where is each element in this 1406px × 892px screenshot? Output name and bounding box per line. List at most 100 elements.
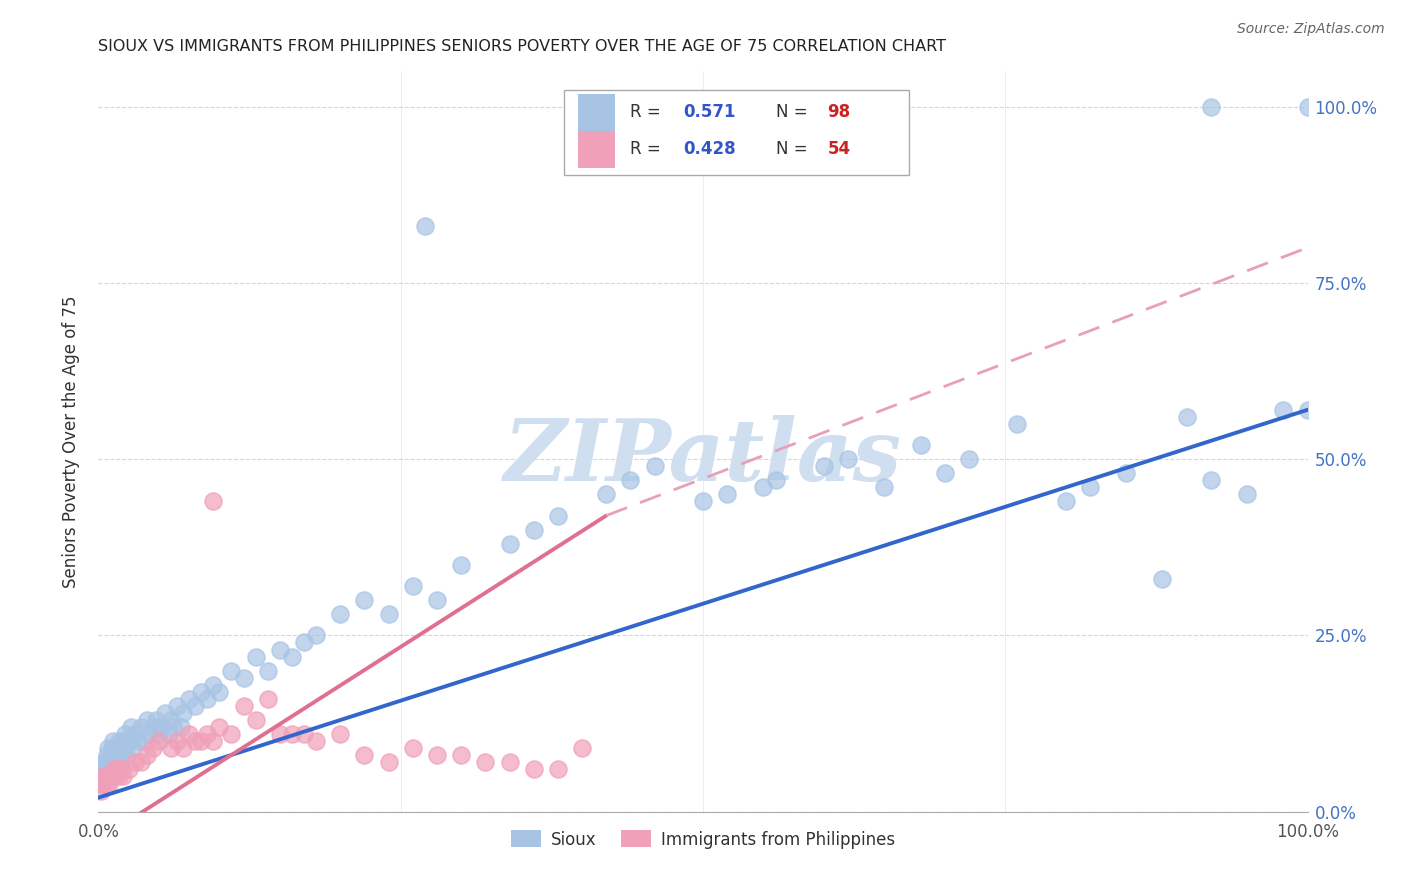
Point [910, 438, 932, 452]
Point [595, 487, 617, 501]
Point [97, 741, 120, 756]
Point [107, 763, 129, 777]
Point [245, 649, 267, 664]
Point [269, 727, 291, 741]
Point [118, 734, 141, 748]
Point [94, 756, 117, 770]
Point [208, 720, 231, 734]
Point [166, 734, 188, 748]
Point [110, 763, 132, 777]
Point [402, 579, 425, 593]
Point [1296, 100, 1319, 114]
Text: R =: R = [630, 103, 666, 121]
Point [120, 720, 142, 734]
Point [129, 756, 152, 770]
Point [91, 769, 114, 783]
Point [90, 776, 112, 790]
Point [107, 741, 129, 756]
Point [98, 763, 121, 777]
Point [245, 713, 267, 727]
Point [101, 734, 124, 748]
Point [765, 473, 787, 487]
FancyBboxPatch shape [578, 94, 614, 130]
Text: Source: ZipAtlas.com: Source: ZipAtlas.com [1237, 22, 1385, 37]
Text: 0.571: 0.571 [683, 103, 737, 121]
Point [1078, 480, 1101, 494]
Point [114, 727, 136, 741]
Point [571, 741, 593, 756]
Point [160, 713, 183, 727]
Point [232, 698, 254, 713]
Point [142, 741, 165, 756]
Point [118, 763, 141, 777]
Point [450, 558, 472, 572]
Point [100, 748, 122, 763]
Point [426, 748, 449, 763]
Point [105, 748, 128, 763]
FancyBboxPatch shape [578, 130, 614, 168]
Point [934, 467, 956, 481]
Text: R =: R = [630, 140, 666, 158]
Point [190, 685, 212, 699]
Point [93, 763, 115, 777]
Point [426, 593, 449, 607]
Point [377, 756, 399, 770]
Point [413, 219, 436, 234]
Point [96, 763, 118, 777]
Point [402, 741, 425, 756]
Point [108, 769, 131, 783]
Point [100, 756, 122, 770]
Legend: Sioux, Immigrants from Philippines: Sioux, Immigrants from Philippines [503, 823, 903, 855]
Point [101, 769, 124, 783]
Point [91, 776, 114, 790]
Point [97, 756, 120, 770]
Point [111, 734, 134, 748]
Point [195, 692, 218, 706]
Point [91, 776, 114, 790]
Text: SIOUX VS IMMIGRANTS FROM PHILIPPINES SENIORS POVERTY OVER THE AGE OF 75 CORRELAT: SIOUX VS IMMIGRANTS FROM PHILIPPINES SEN… [98, 38, 946, 54]
Point [1236, 487, 1258, 501]
Point [104, 741, 127, 756]
Point [256, 664, 278, 678]
Point [692, 494, 714, 508]
Point [172, 706, 194, 720]
Point [1007, 417, 1029, 431]
Point [160, 741, 183, 756]
Point [474, 756, 496, 770]
Point [523, 763, 546, 777]
Point [269, 642, 291, 657]
Point [135, 713, 157, 727]
Point [153, 706, 176, 720]
Point [108, 763, 131, 777]
Point [108, 734, 131, 748]
Y-axis label: Seniors Poverty Over the Age of 75: Seniors Poverty Over the Age of 75 [62, 295, 80, 588]
Point [1054, 494, 1077, 508]
Point [100, 741, 122, 756]
Point [150, 720, 173, 734]
Point [190, 734, 212, 748]
Point [873, 480, 896, 494]
Point [202, 734, 225, 748]
Point [142, 720, 165, 734]
Text: 54: 54 [828, 140, 851, 158]
Point [837, 452, 859, 467]
Point [292, 635, 315, 649]
Point [619, 473, 641, 487]
Point [281, 727, 304, 741]
Point [108, 756, 131, 770]
Point [112, 741, 135, 756]
FancyBboxPatch shape [564, 90, 908, 175]
Point [134, 734, 156, 748]
Point [329, 607, 352, 622]
Point [1199, 473, 1222, 487]
Point [450, 748, 472, 763]
Point [96, 776, 118, 790]
Point [100, 769, 122, 783]
Point [716, 487, 738, 501]
Point [292, 727, 315, 741]
Point [377, 607, 399, 622]
Point [97, 769, 120, 783]
Point [121, 741, 143, 756]
Point [547, 763, 569, 777]
Point [184, 698, 207, 713]
